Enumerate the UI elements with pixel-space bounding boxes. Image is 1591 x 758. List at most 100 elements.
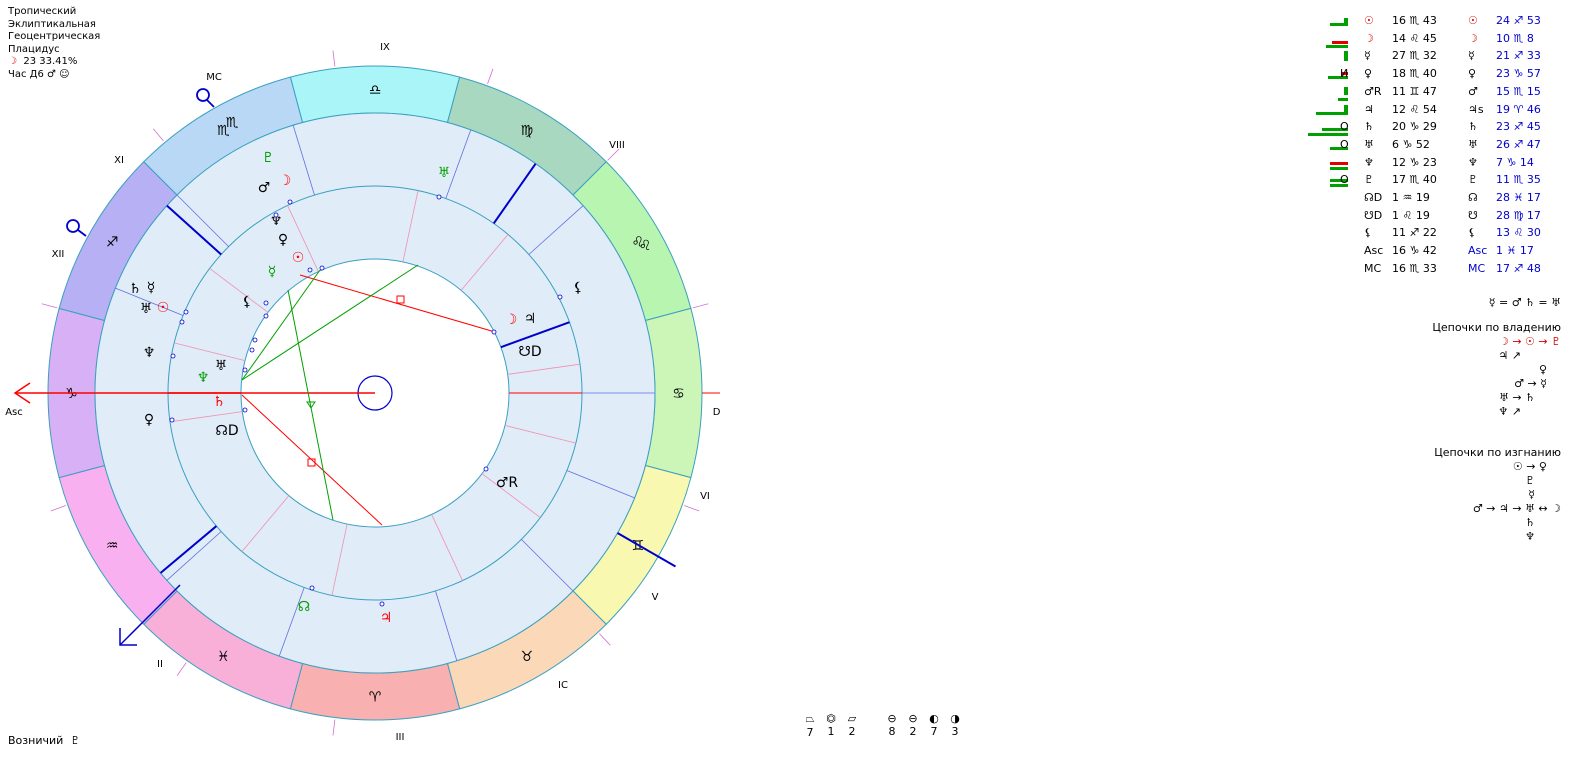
zodiac-type: Тропический	[8, 6, 77, 17]
strength-bar	[1326, 44, 1348, 48]
planet-row: О ♄ 20 ♑ 29 ♄ 23 ♐ 45	[1300, 120, 1550, 137]
zodiac-sign-glyph: ♑	[65, 386, 78, 402]
transit-position: 15 ♏ 15	[1496, 84, 1541, 98]
transit-planet-glyph: ⚸	[1468, 226, 1477, 240]
transit-position: 17 ♐ 48	[1496, 261, 1541, 275]
natal-position: 6 ♑ 52	[1392, 137, 1430, 151]
chart-info: Тропический Эклиптикальная Геоцентрическ…	[8, 6, 100, 81]
house-cusp-line	[292, 125, 315, 196]
phase-icon: ⏥	[847, 712, 857, 725]
chain-line: ♂ → ☿	[1514, 377, 1547, 390]
chain-line: ♄	[1525, 516, 1535, 529]
planet-glyph: ♂	[258, 180, 271, 196]
natal-position: 20 ♑ 29	[1392, 120, 1437, 134]
mc-key-icon	[196, 88, 210, 102]
strength-bar	[1328, 76, 1348, 80]
phase-indicator: ⏢ 7	[803, 712, 817, 739]
transit-position: 23 ♑ 57	[1496, 67, 1541, 81]
inner-cusp-line	[460, 234, 509, 291]
chain-line: ☉ → ♀	[1512, 460, 1547, 473]
planet-row: И ♀ 18 ♏ 40 ♀ 23 ♑ 57	[1300, 67, 1550, 84]
transit-planet-glyph: ☊	[1468, 191, 1478, 204]
house-cusp-line	[521, 539, 574, 592]
planet-marker-dot	[249, 347, 255, 353]
chains-ownership: Цепочки по владению ☽ → ☉ → ♇ ♃ ↗ ♀ ♂ → …	[1432, 321, 1561, 419]
phase-icon: ◐	[929, 712, 939, 725]
natal-position: 16 ♑ 42	[1392, 244, 1437, 258]
inner-cusp-line	[287, 205, 319, 272]
planet-marker-dot	[242, 367, 248, 373]
strength-bar	[1344, 104, 1348, 115]
mc-key-icon	[206, 99, 215, 108]
planet-marker-dot	[287, 199, 293, 205]
planet-row: ☽ 14 ♌ 45 ☽ 10 ♏ 8	[1300, 32, 1550, 49]
house-label: XII	[52, 249, 65, 260]
inner-cusp-line	[504, 425, 576, 444]
planet-row: ☉ 16 ♏ 43 ☉ 24 ♐ 53	[1300, 14, 1550, 31]
transit-position: 11 ♏ 35	[1496, 173, 1541, 187]
strength-bar	[1332, 40, 1348, 44]
house-cusp-line	[435, 590, 458, 661]
planet-row: ♃ 12 ♌ 54 ♃s 19 ♈ 46	[1300, 103, 1550, 120]
mc-label: MC	[206, 72, 222, 83]
transit-position: 26 ♐ 47	[1496, 137, 1541, 151]
zodiac-sign-glyph: ♈	[369, 690, 382, 706]
coordinate-type: Эклиптикальная	[8, 18, 96, 30]
zodiac-sign-glyph: ♐	[106, 234, 119, 250]
key-icon	[77, 229, 87, 237]
planet-glyph: ♆	[143, 345, 156, 361]
transit-planet-glyph: ☿	[1468, 49, 1475, 63]
planet-glyph: ♃	[380, 610, 393, 626]
natal-planet-glyph: ☉	[1364, 14, 1374, 27]
planet-row: О ♅ 6 ♑ 52 ♅ 26 ♐ 47	[1300, 138, 1550, 155]
planet-glyph: ♅	[438, 165, 451, 181]
natal-planet-glyph: ☽	[1364, 31, 1374, 45]
house-tick	[684, 505, 700, 512]
moon-phase: ☽ 23 33.41%	[8, 56, 78, 67]
strength-bar	[1322, 128, 1348, 132]
trine-aspect-icon	[306, 401, 316, 409]
planet-glyph: ☉	[292, 250, 305, 266]
strength-bar	[1308, 133, 1348, 137]
natal-position: 12 ♑ 23	[1392, 155, 1437, 169]
angle-axis	[166, 204, 222, 256]
natal-chart-wheel[interactable]: ♎♍♌♋♊♉♈♓♒♑♐♏IXVIIIVIVIIIIIXIIXIAscDscMCI…	[0, 0, 720, 758]
planet-marker-dot	[169, 417, 175, 423]
planet-glyph: ☽	[505, 312, 518, 328]
natal-position: 1 ♒ 19	[1392, 191, 1430, 204]
chain-line: ♅ → ♄	[1499, 391, 1535, 404]
inner-cusp-line	[209, 268, 269, 313]
transit-planet-glyph: ♅	[1468, 137, 1478, 151]
transit-position: 1 ♓ 17	[1496, 244, 1534, 258]
planet-marker-dot	[170, 353, 176, 359]
planet-glyph: ♅	[215, 358, 228, 374]
transit-planet-glyph: ♀	[1468, 67, 1477, 81]
house-tick	[152, 128, 164, 142]
dignity-flag: О	[1340, 120, 1349, 134]
house-label: VIII	[609, 140, 625, 151]
planet-row: ☊D 1 ♒ 19 ☊ 28 ♓ 17	[1300, 191, 1550, 208]
chains-ownership-title: Цепочки по владению	[1432, 321, 1561, 334]
planet-marker-dot	[319, 265, 325, 271]
mc-opp-axis	[119, 584, 181, 646]
natal-planet-glyph: ♅	[1364, 137, 1374, 151]
phase-icon: ◑	[950, 712, 960, 725]
house-label: V	[652, 592, 659, 603]
inner-cusp-line	[174, 342, 246, 361]
planet-glyph: ♂R	[496, 475, 519, 491]
house-tick	[607, 148, 620, 161]
strength-bar	[1344, 86, 1348, 95]
asc-label: Asc	[5, 407, 23, 418]
chain-line: ♀	[1538, 363, 1547, 376]
inner-cusp-line	[507, 363, 581, 375]
house-tick	[487, 68, 494, 84]
planet-glyph: ☊	[298, 599, 310, 615]
inner-cusp-line	[481, 473, 541, 518]
zodiac-sign-glyph: ♍	[520, 123, 533, 139]
phase-count: 7	[806, 726, 814, 739]
transit-planet-glyph: ♃s	[1468, 102, 1484, 116]
planet-glyph: ♆	[270, 213, 283, 229]
chain-line: ☽ → ☉ → ♇	[1498, 335, 1561, 348]
planet-glyph: ♇	[262, 150, 275, 166]
angle-axis	[492, 163, 537, 225]
